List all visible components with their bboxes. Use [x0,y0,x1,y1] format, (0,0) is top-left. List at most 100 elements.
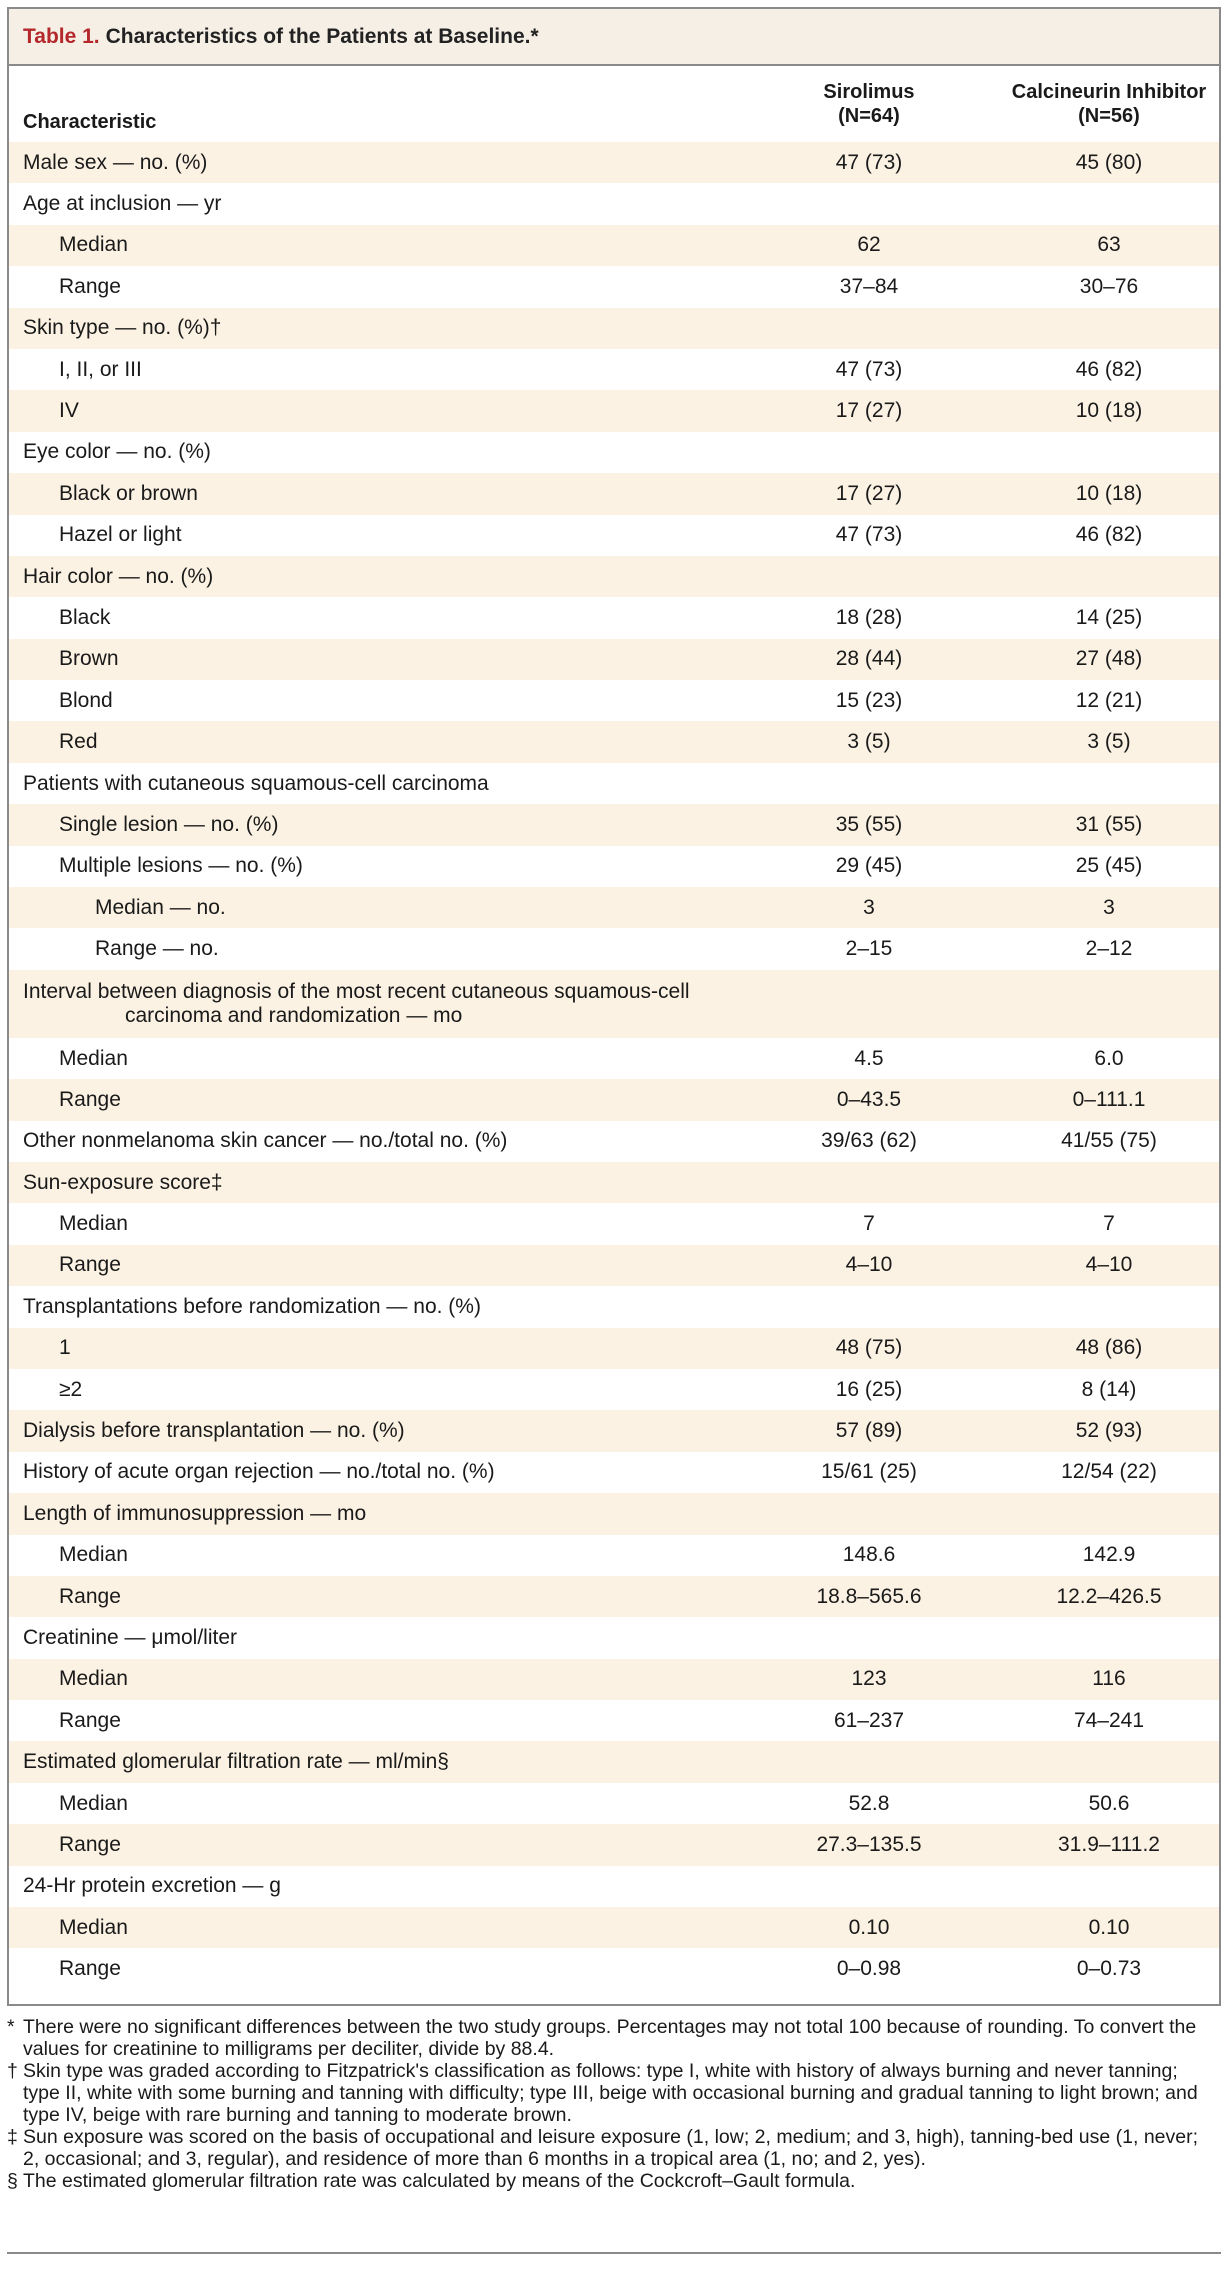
cell-calcineurin: 31.9–111.2 [1058,1832,1160,1856]
cell-sirolimus: 0–0.98 [836,1957,902,1981]
row-label: Skin type — no. (%)† [23,316,753,340]
table-row: IV 17 (27) 10 (18) [9,390,1219,432]
column-header-characteristic: Characteristic [23,111,157,133]
cell-sirolimus: 3 (5) [847,730,891,754]
row-label-text: Median [59,233,128,257]
cell-sirolimus: 48 (75) [835,1336,903,1360]
row-label: Range [59,1253,789,1277]
row-label-text: Creatinine — μmol/liter [23,1625,237,1649]
row-label-text: Black [59,605,111,629]
column-header-sirolimus-name: Sirolimus [823,81,915,103]
cell-sirolimus: 2–15 [845,937,893,961]
row-label-text: Multiple lesions — no. (%) [59,854,303,878]
table-row: Median 7 7 [9,1203,1219,1244]
table-row: Range 27.3–135.5 31.9–111.2 [9,1824,1219,1866]
row-label: I, II, or III [59,358,789,382]
table-row: Range 18.8–565.6 12.2–426.5 [9,1575,1219,1618]
row-label: Range [59,275,789,299]
row-label-text: Range [59,1584,121,1608]
table-row: Dialysis before transplantation — no. (%… [9,1410,1219,1452]
cell-sirolimus: 62 [857,233,881,257]
cell-sirolimus: 3 [863,895,875,919]
table-row: Median 123 116 [9,1658,1219,1701]
row-label: Median [59,1916,789,1940]
table-row: Median 62 63 [9,224,1219,267]
row-label-text: 24-Hr protein excretion — g [23,1874,281,1898]
cell-sirolimus: 17 (27) [835,481,903,505]
cell-calcineurin: 116 [1092,1667,1126,1691]
row-label-text: Single lesion — no. (%) [59,812,279,836]
table-row: Brown 28 (44) 27 (48) [9,638,1219,681]
row-label-text: Range [59,1708,121,1732]
column-header-calcineurin-name: Calcineurin Inhibitor [1011,81,1207,103]
table-row: Eye color — no. (%) [9,432,1219,473]
cell-sirolimus: 35 (55) [835,812,903,836]
table-body: Male sex — no. (%) 47 (73) 45 (80) Age at i… [9,142,1219,1990]
cell-calcineurin: 2–12 [1085,937,1133,961]
table-row: Transplantations before randomization — … [9,1286,1219,1327]
cell-sirolimus: 47 (73) [835,150,903,174]
cell-calcineurin: 46 (82) [1075,523,1143,547]
row-label-text: Range [59,1087,121,1111]
bottom-divider [7,2252,1221,2254]
row-label: Median [59,1543,789,1567]
cell-calcineurin: 74–241 [1073,1708,1145,1732]
table-row: History of acute organ rejection — no./t… [9,1452,1219,1493]
cell-calcineurin: 31 (55) [1075,812,1143,836]
row-label: Range [59,1088,789,1112]
footnote-text: Skin type was graded according to Fitzpa… [23,2060,1198,2126]
cell-calcineurin: 12 (21) [1075,688,1143,712]
table-row: Median — no. 3 3 [9,887,1219,929]
row-label-text: Transplantations before randomization — … [23,1294,481,1318]
table-row: Red 3 (5) 3 (5) [9,721,1219,763]
row-label: Single lesion — no. (%) [59,813,789,837]
column-header-sirolimus-n: (N=64) [838,105,900,127]
table-row: Median 148.6 142.9 [9,1535,1219,1576]
row-label: Black or brown [59,482,789,506]
row-label: Range [59,1709,789,1733]
cell-calcineurin: 48 (86) [1075,1336,1143,1360]
row-label-text: Estimated glomerular filtration rate — m… [23,1750,449,1774]
cell-sirolimus: 29 (45) [835,854,903,878]
row-label: Dialysis before transplantation — no. (%… [23,1419,753,1443]
footnote: ‡ Sun exposure was scored on the basis of… [7,2126,1219,2170]
table-row: Hair color — no. (%) [9,555,1219,598]
cell-calcineurin: 30–76 [1079,274,1139,298]
table-row: Patients with cutaneous squamous-cell ca… [9,763,1219,804]
row-label-text: Male sex — no. (%) [23,150,208,174]
row-label-text: Median [59,1212,128,1236]
row-label: Eye color — no. (%) [23,440,753,464]
row-label-text: ≥2 [59,1377,83,1401]
row-label: Length of immunosuppression — mo [23,1502,753,1526]
row-label: Median [59,1792,789,1816]
cell-calcineurin: 0–111.1 [1072,1087,1146,1111]
column-header-sirolimus: Sirolimus (N=64) [749,80,989,128]
table-row: 24-Hr protein excretion — g [9,1866,1219,1907]
cell-sirolimus: 37–84 [839,274,899,298]
row-label: Creatinine — μmol/liter [23,1626,753,1650]
table-row: Length of immunosuppression — mo [9,1493,1219,1535]
table-row: Range 37–84 30–76 [9,266,1219,307]
row-label-text: Sun-exposure score‡ [23,1170,223,1194]
row-label: Median [59,1212,789,1236]
table-row: Median 4.5 6.0 [9,1038,1219,1079]
row-label-text: Eye color — no. (%) [23,440,211,464]
table-row: Range 61–237 74–241 [9,1700,1219,1741]
table-row: Single lesion — no. (%) 35 (55) 31 (55) [9,804,1219,846]
cell-calcineurin: 41/55 (75) [1061,1129,1157,1153]
row-label: Median [59,1667,789,1691]
footnote-symbol: * [7,2016,15,2038]
cell-calcineurin: 14 (25) [1075,605,1143,629]
cell-sirolimus: 18.8–565.6 [816,1584,922,1608]
row-label-text: Median [59,1791,128,1815]
cell-sirolimus: 18 (28) [835,605,903,629]
cell-calcineurin: 6.0 [1094,1046,1124,1070]
cell-sirolimus: 52.8 [848,1791,890,1815]
table-row: Interval between diagnosis of the most r… [9,969,1219,1038]
row-label: Transplantations before randomization — … [23,1295,753,1319]
row-label-text: Hazel or light [59,523,182,547]
cell-calcineurin: 63 [1097,233,1121,257]
cell-sirolimus: 0.10 [848,1915,890,1939]
cell-sirolimus: 4–10 [845,1253,893,1277]
row-label-text: Patients with cutaneous squamous-cell ca… [23,771,489,795]
